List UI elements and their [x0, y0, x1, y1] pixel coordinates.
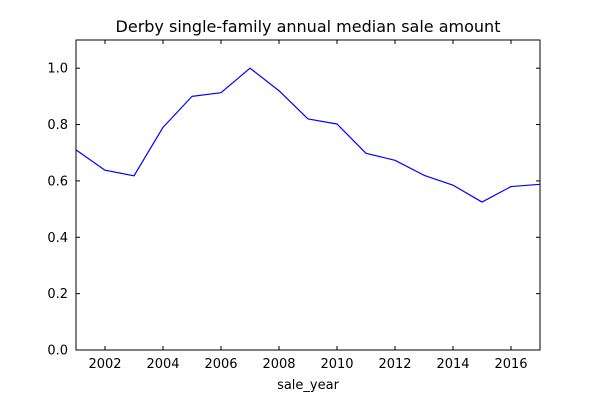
x-axis-label: sale_year — [277, 378, 340, 393]
chart-title: Derby single-family annual median sale a… — [116, 17, 501, 36]
plot-area — [75, 67, 541, 203]
x-tick-label: 2014 — [436, 357, 469, 372]
x-tick-label: 2008 — [262, 357, 295, 372]
series-line — [75, 67, 541, 203]
y-tick-label: 1.0 — [47, 62, 68, 77]
x-tick-label: 2004 — [146, 357, 179, 372]
x-tick-label: 2010 — [320, 357, 353, 372]
y-tick-label: 0.6 — [47, 174, 68, 189]
plot-frame — [75, 39, 541, 351]
y-tick-label: 0.2 — [47, 287, 68, 302]
y-tick-label: 0.4 — [47, 231, 68, 246]
y-tick-label: 0.0 — [47, 344, 68, 359]
x-tick-label: 2006 — [204, 357, 237, 372]
x-tick-label: 2016 — [494, 357, 527, 372]
x-tick-label: 2012 — [378, 357, 411, 372]
x-tick-label: 2002 — [88, 357, 121, 372]
y-tick-label: 0.8 — [47, 118, 68, 133]
axis-ticks: 2002 2004 2006 2008 2010 2012 2014 2016 0.0 0.2 0.… — [47, 40, 540, 372]
